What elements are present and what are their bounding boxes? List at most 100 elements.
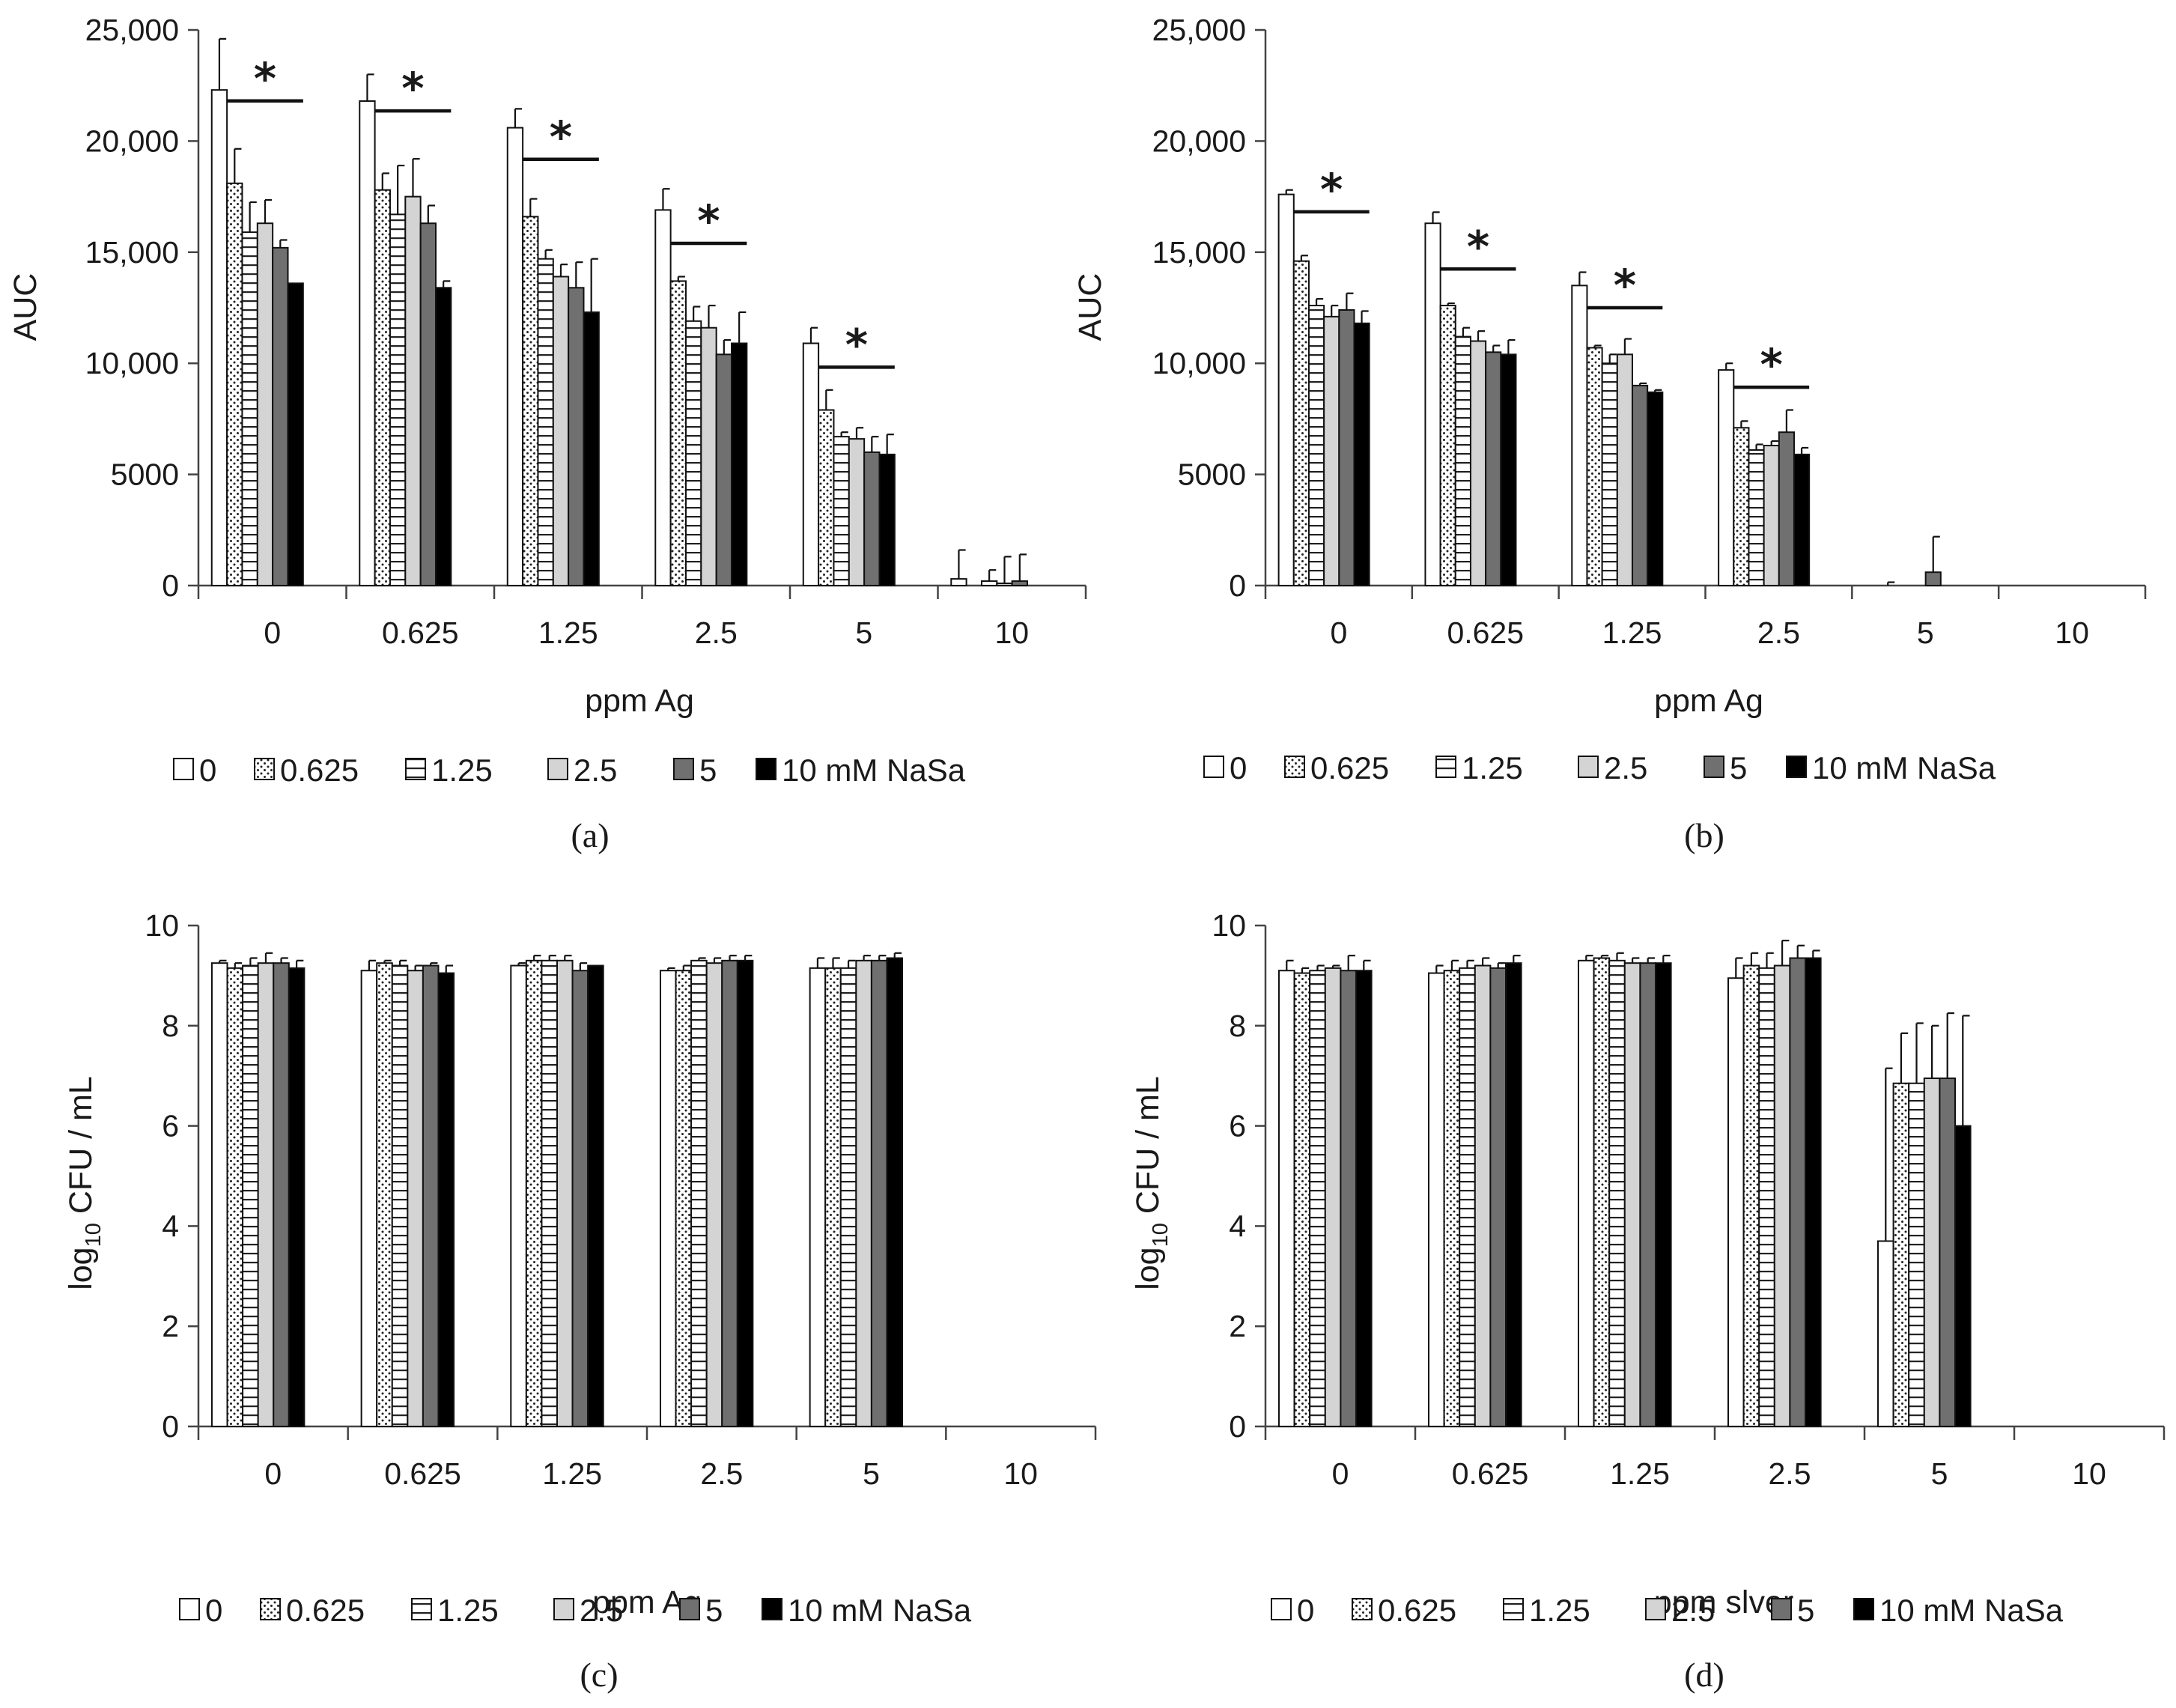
bar: [522, 216, 539, 586]
legend-c: 0 0.625 1.25 2.5 5 10 mM NaSa: [179, 1593, 972, 1628]
bar: [980, 580, 998, 587]
legend-label: 0: [205, 1593, 222, 1628]
legend-label: 0.625: [280, 753, 359, 788]
bar: [210, 89, 228, 587]
legend-label: 5: [1730, 750, 1747, 785]
x-tick-label: 1.25: [542, 1456, 602, 1491]
bar: [1469, 340, 1487, 586]
x-tick-label: 2.5: [700, 1456, 743, 1491]
y-tick-label: 4: [1229, 1209, 1246, 1243]
y-tick-label: 8: [162, 1009, 179, 1043]
x-tick-label: 5: [855, 616, 872, 650]
plot-area-a: 0 5000 10,000 15,000 20,000 25,000 0 0.625 1.25 2…: [85, 13, 1087, 650]
bar: [654, 209, 672, 586]
bar: [1474, 964, 1492, 1427]
y-axis-label-b: AUC: [1072, 273, 1108, 341]
y-axis-label-c: log10 CFU / mL: [63, 1076, 106, 1290]
y-tick-label: 15,000: [1152, 235, 1246, 270]
bar: [690, 959, 708, 1427]
legend-swatch: [1352, 1598, 1373, 1620]
legend-label: 1.25: [431, 753, 493, 788]
bar: [242, 964, 259, 1427]
legend-label: 10 mM NaSa: [788, 1593, 972, 1628]
significance-star: *: [1614, 260, 1636, 311]
x-tick-label: 0.625: [1452, 1456, 1529, 1491]
legend-swatch: [260, 1598, 281, 1620]
bar: [419, 222, 437, 586]
bar: [1593, 957, 1611, 1427]
bar: [855, 959, 872, 1427]
legend-swatch: [405, 758, 426, 780]
legend-label: 10 mM NaSa: [782, 753, 966, 788]
y-tick-label: 10: [1212, 908, 1246, 943]
bar: [736, 959, 754, 1427]
bar: [1340, 970, 1358, 1427]
bar: [1778, 431, 1795, 587]
legend-label: 10 mM NaSa: [1812, 750, 1996, 785]
bar: [1748, 449, 1765, 587]
legend-label: 0: [199, 753, 216, 788]
legend-swatch: [756, 758, 777, 780]
x-tick-label: 2.5: [1757, 616, 1800, 650]
bar: [802, 342, 820, 586]
significance-star: *: [550, 112, 572, 162]
significance-star: *: [254, 53, 276, 104]
bar: [1789, 957, 1806, 1427]
bar: [1505, 962, 1522, 1428]
bar: [422, 964, 440, 1427]
bar: [1608, 959, 1626, 1427]
legend-label: 1.25: [437, 1593, 499, 1628]
legend-swatch: [762, 1598, 782, 1620]
bar: [1292, 260, 1310, 586]
significance-star: *: [1760, 339, 1783, 390]
bar: [886, 957, 904, 1427]
bar: [1459, 967, 1476, 1427]
x-tick-label: 1.25: [538, 616, 598, 650]
y-tick-label: 20,000: [85, 124, 179, 158]
y-tick-label: 25,000: [85, 13, 179, 47]
bar: [1428, 972, 1445, 1428]
chart-panel-b: 0 5000 10,000 15,000 20,000 25,000 0 0.625 1.25 2…: [1072, 13, 2147, 854]
y-tick-label: 6: [1229, 1109, 1246, 1143]
bar: [568, 287, 585, 586]
bar: [1727, 977, 1745, 1427]
legend-swatch: [173, 758, 194, 780]
significance-star: *: [845, 319, 868, 370]
y-axis-label-a: AUC: [7, 273, 43, 341]
x-tick-label: 2.5: [695, 616, 738, 650]
bar: [1309, 970, 1326, 1427]
legend-swatch: [1578, 756, 1599, 778]
significance-star: *: [401, 63, 424, 114]
bar: [389, 213, 407, 586]
bar: [1616, 353, 1633, 586]
bar: [583, 311, 600, 586]
plot-area-c: 0 2 4 6 8 10 0 0.625 1.25 2.5 5 10: [145, 908, 1097, 1491]
y-tick-label: 10: [145, 908, 179, 943]
bar: [1908, 1082, 1925, 1427]
legend-label: 2.5: [574, 753, 617, 788]
y-axis-label-d: log10 CFU / mL: [1130, 1076, 1173, 1290]
legend-swatch: [547, 758, 568, 780]
x-axis-label-b: ppm Ag: [1654, 683, 1763, 719]
bar: [288, 967, 306, 1427]
y-tick-label: 20,000: [1152, 124, 1246, 158]
y-tick-label: 15,000: [85, 235, 179, 270]
bar: [1338, 309, 1355, 586]
bar: [684, 320, 702, 586]
y-tick-label: 10,000: [1152, 346, 1246, 380]
bar: [1011, 580, 1028, 587]
legend-label: 2.5: [580, 1593, 623, 1628]
bar: [1773, 964, 1791, 1427]
legend-label: 1.25: [1529, 1593, 1590, 1628]
bar: [226, 967, 244, 1427]
x-tick-label: 0.625: [382, 616, 459, 650]
bar: [1924, 571, 1942, 587]
panel-caption-d: (d): [1684, 1656, 1724, 1694]
bar: [1793, 453, 1811, 586]
bar: [1805, 957, 1822, 1427]
legend-swatch: [679, 1598, 700, 1620]
bar: [376, 962, 393, 1428]
bar: [1631, 384, 1649, 586]
bar: [1954, 1125, 1972, 1427]
bar: [571, 970, 589, 1427]
